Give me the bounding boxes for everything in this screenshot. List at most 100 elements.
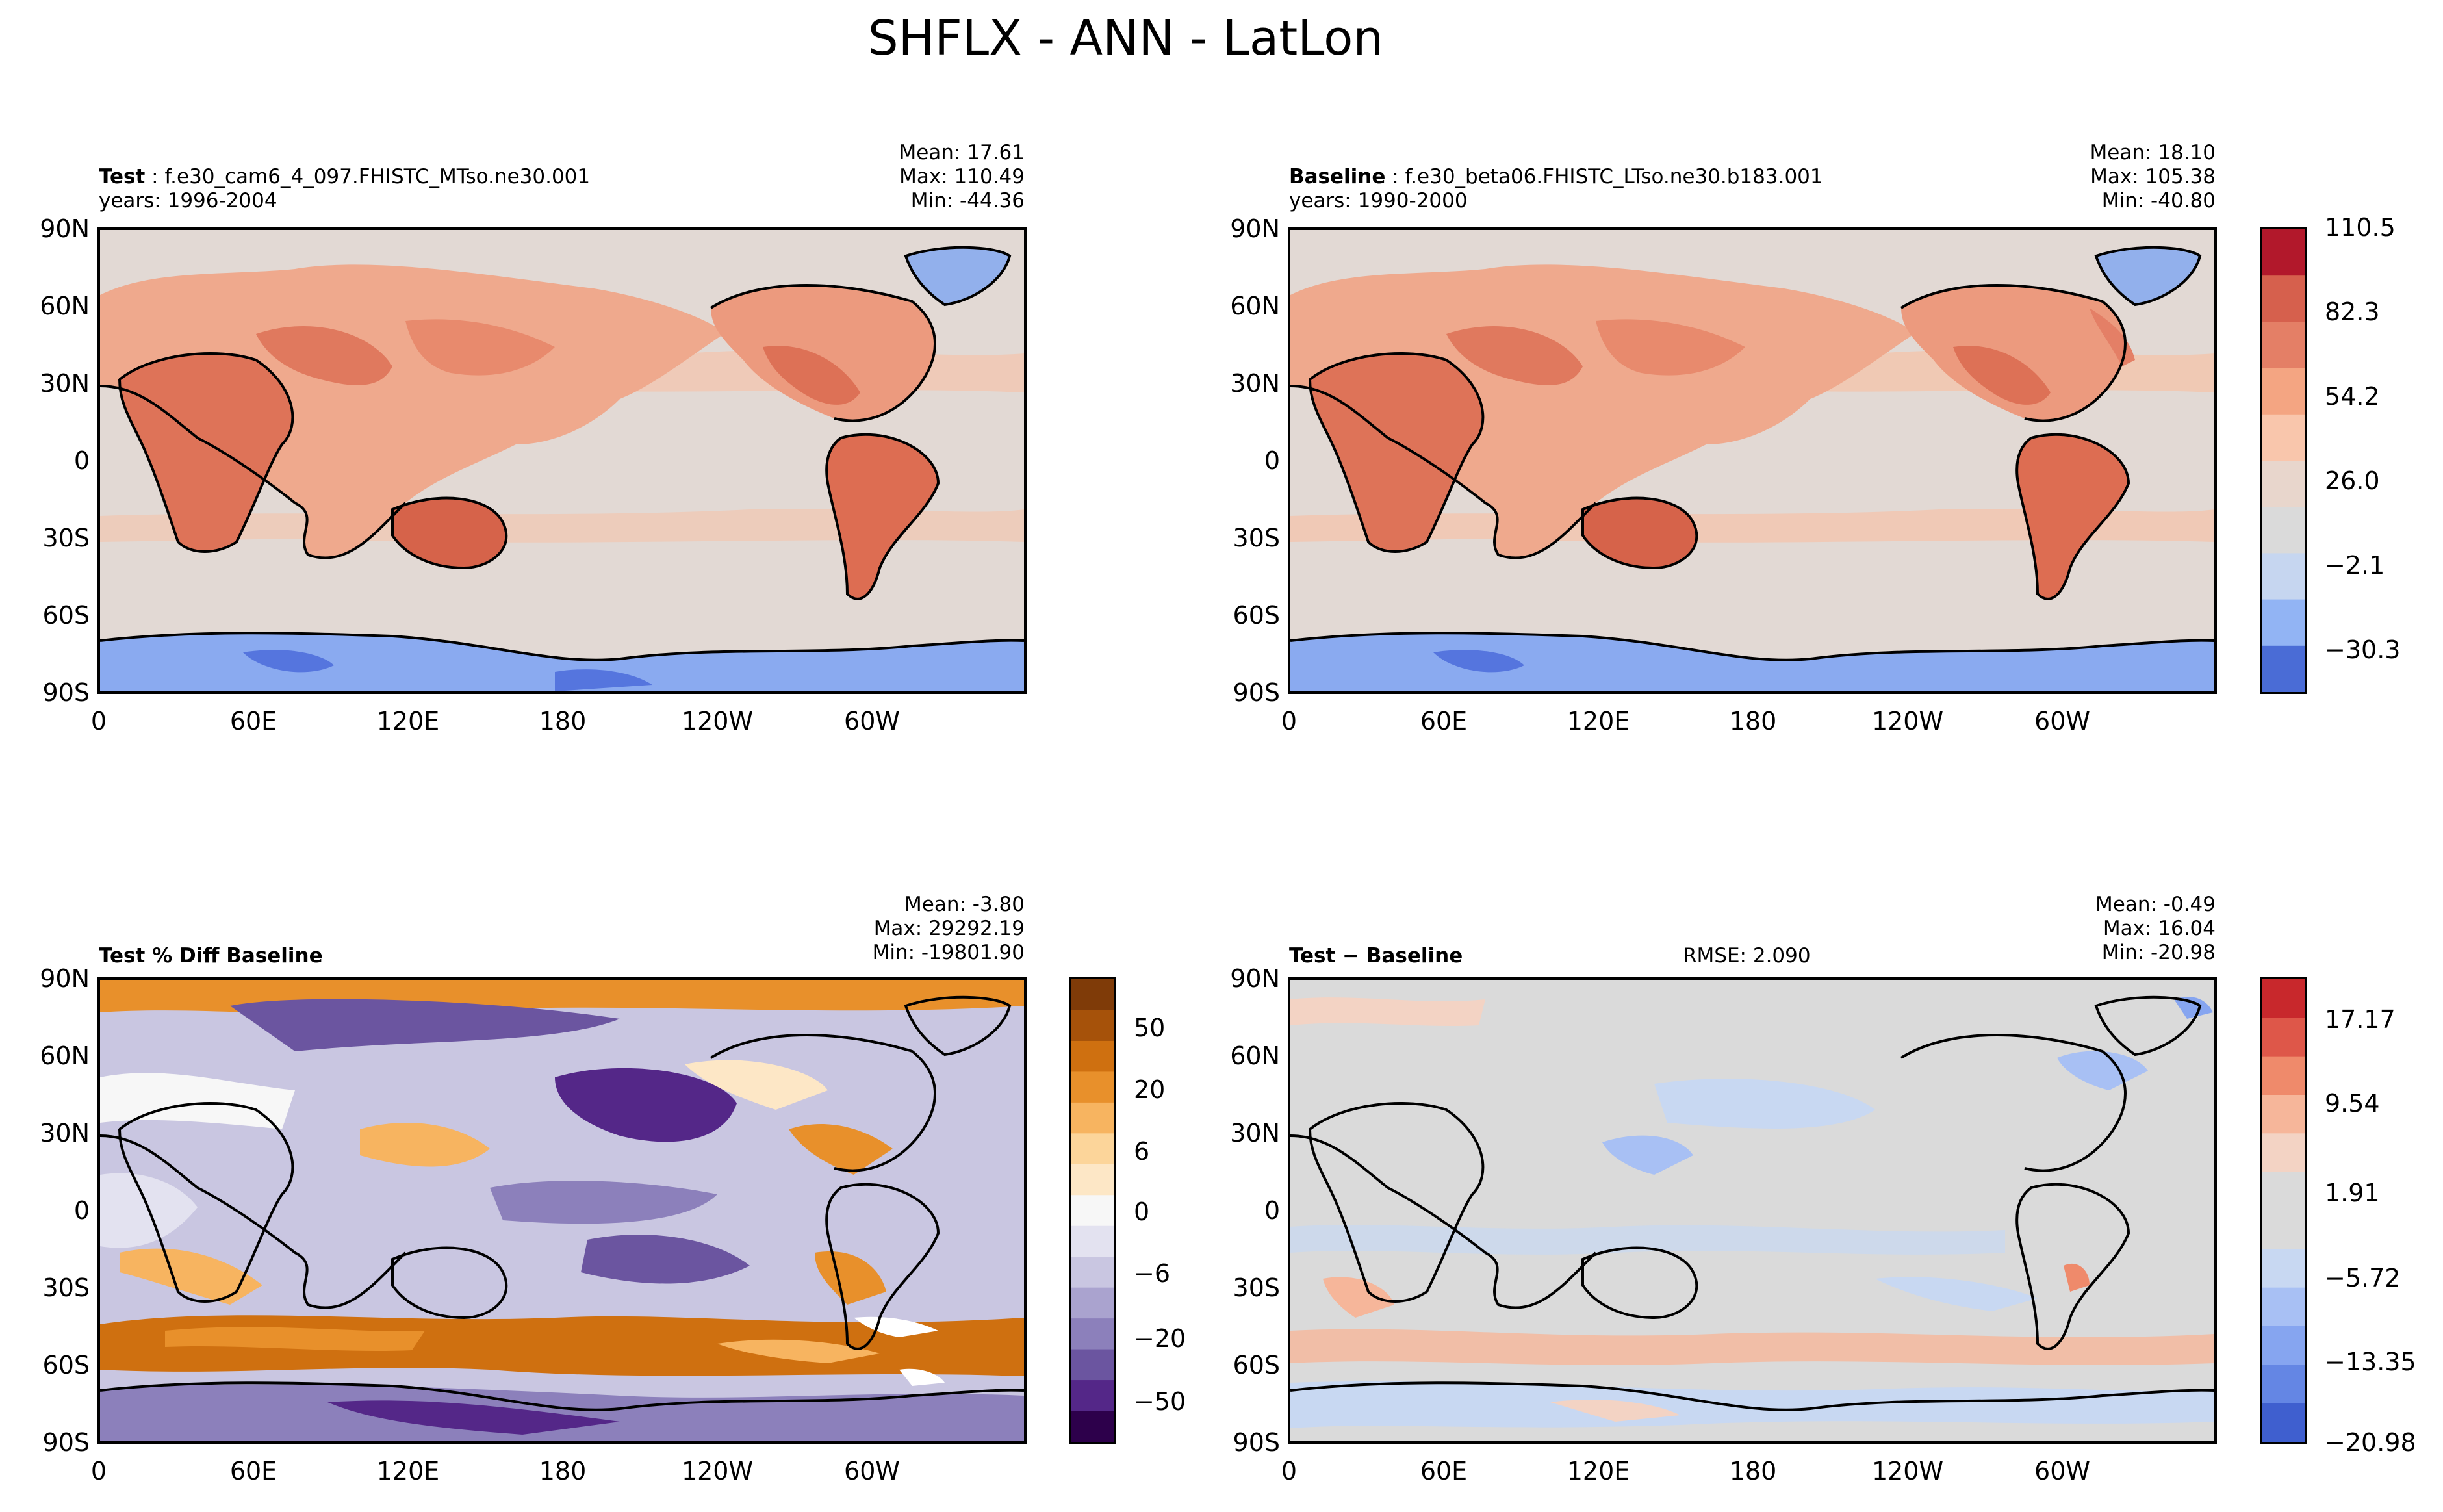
diff-rmse: RMSE: 2.090	[1683, 944, 1811, 967]
pctdiff-stats: Mean: -3.80 Max: 29292.19 Min: -19801.90	[873, 893, 1025, 965]
colorbar-tick: 110.5	[2325, 213, 2396, 242]
colorbar-swatch	[1071, 1071, 1114, 1103]
figure-title: SHFLX - ANN - LatLon	[867, 10, 1384, 66]
x-tick: 60W	[2034, 1457, 2090, 1485]
y-tick: 90S	[1233, 1428, 1280, 1457]
diff-map	[1288, 977, 2217, 1444]
x-tick: 180	[1729, 707, 1777, 736]
baseline-colorbar	[2260, 227, 2307, 694]
colorbar-tick: −20	[1134, 1324, 1186, 1353]
y-tick: 30S	[42, 1274, 90, 1302]
colorbar-swatch	[2262, 1095, 2305, 1134]
y-tick: 90S	[1233, 678, 1280, 707]
y-tick: 60S	[1233, 1351, 1280, 1379]
x-tick: 60E	[1420, 1457, 1468, 1485]
test-label: Test	[99, 165, 146, 188]
x-tick: 180	[539, 707, 587, 736]
baseline-min: Min: -40.80	[2101, 189, 2216, 212]
colorbar-swatch	[1071, 1164, 1114, 1196]
colorbar-swatch	[2262, 599, 2305, 647]
test-mean: Mean: 17.61	[899, 141, 1025, 164]
y-tick: 0	[73, 446, 90, 475]
colorbar-swatch	[2262, 1403, 2305, 1442]
colorbar-swatch	[1071, 1102, 1114, 1134]
colorbar-swatch	[1071, 1411, 1114, 1442]
x-tick: 0	[1281, 707, 1298, 736]
colorbar-swatch	[2262, 461, 2305, 507]
colorbar-swatch	[1071, 1225, 1114, 1257]
colorbar-swatch	[2262, 1326, 2305, 1365]
y-tick: 0	[1264, 1196, 1280, 1225]
colorbar-swatch	[2262, 553, 2305, 600]
baseline-years: years: 1990-2000	[1289, 189, 1468, 212]
y-tick: 30S	[42, 524, 90, 552]
colorbar-swatch	[1071, 1257, 1114, 1288]
diff-stats: Mean: -0.49 Max: 16.04 Min: -20.98	[2095, 893, 2216, 965]
x-tick: 120W	[681, 707, 754, 736]
x-tick: 60W	[844, 707, 900, 736]
colorbar-swatch	[1071, 1133, 1114, 1165]
baseline-case: f.e30_beta06.FHISTC_LTso.ne30.b183.001	[1405, 165, 1823, 188]
test-header: Test : f.e30_cam6_4_097.FHISTC_MTso.ne30…	[99, 165, 591, 212]
test-stats: Mean: 17.61 Max: 110.49 Min: -44.36	[899, 141, 1025, 213]
y-tick: 60N	[40, 292, 90, 320]
colorbar-tick: −5.72	[2325, 1264, 2401, 1292]
test-map	[97, 227, 1027, 694]
colorbar-tick: 50	[1134, 1014, 1166, 1042]
y-tick: 60N	[1230, 1042, 1280, 1070]
colorbar-swatch	[1071, 1287, 1114, 1319]
colorbar-tick: 0	[1134, 1198, 1150, 1226]
colorbar-tick: −2.1	[2325, 551, 2385, 580]
diff-header: Test − Baseline	[1289, 944, 1463, 968]
x-tick: 120E	[376, 1457, 440, 1485]
colorbar-swatch	[2262, 1211, 2305, 1249]
y-tick: 90N	[1230, 214, 1280, 243]
baseline-stats: Mean: 18.10 Max: 105.38 Min: -40.80	[2090, 141, 2216, 213]
x-tick: 60E	[1420, 707, 1468, 736]
colorbar-tick: 26.0	[2325, 467, 2380, 495]
x-tick: 120W	[1871, 707, 1944, 736]
colorbar-swatch	[1071, 1195, 1114, 1227]
y-tick: 30N	[40, 1119, 90, 1147]
pctdiff-header: Test % Diff Baseline	[99, 944, 323, 968]
colorbar-swatch	[2262, 979, 2305, 1018]
y-tick: 30N	[40, 369, 90, 398]
pctdiff-colorbar	[1069, 977, 1116, 1444]
colorbar-swatch	[1071, 979, 1114, 1010]
diff-mean: Mean: -0.49	[2095, 893, 2216, 916]
y-tick: 30N	[1230, 369, 1280, 398]
colorbar-swatches	[1071, 979, 1114, 1442]
x-tick: 120E	[1567, 707, 1630, 736]
y-tick: 30S	[1233, 524, 1280, 552]
colorbar-swatch	[2262, 368, 2305, 415]
y-tick: 60N	[1230, 292, 1280, 320]
colorbar-swatch	[2262, 322, 2305, 369]
colorbar-swatch	[2262, 414, 2305, 461]
colorbar-swatch	[2262, 1249, 2305, 1288]
baseline-mean: Mean: 18.10	[2090, 141, 2216, 164]
test-case: f.e30_cam6_4_097.FHISTC_MTso.ne30.001	[164, 165, 591, 188]
colorbar-swatch	[2262, 1365, 2305, 1404]
x-tick: 60E	[229, 707, 277, 736]
test-max: Max: 110.49	[899, 165, 1025, 188]
colorbar-swatch	[1071, 1349, 1114, 1381]
colorbar-tick: 6	[1134, 1137, 1150, 1166]
colorbar-swatch	[1071, 1380, 1114, 1412]
colorbar-tick: 9.54	[2325, 1089, 2380, 1118]
diff-colorbar	[2260, 977, 2307, 1444]
x-tick: 0	[90, 1457, 107, 1485]
y-tick: 90N	[40, 214, 90, 243]
y-tick: 0	[73, 1196, 90, 1225]
colorbar-tick: −6	[1134, 1259, 1171, 1288]
colorbar-swatch	[2262, 275, 2305, 322]
y-tick: 90N	[40, 964, 90, 993]
baseline-header: Baseline : f.e30_beta06.FHISTC_LTso.ne30…	[1289, 165, 1823, 212]
y-tick: 90S	[42, 678, 90, 707]
baseline-map	[1288, 227, 2217, 694]
y-tick: 60N	[40, 1042, 90, 1070]
colorbar-tick: −20.98	[2325, 1428, 2416, 1457]
diff-label: Test − Baseline	[1289, 944, 1463, 967]
colorbar-swatch	[2262, 229, 2305, 276]
y-tick: 90N	[1230, 964, 1280, 993]
y-tick: 30N	[1230, 1119, 1280, 1147]
